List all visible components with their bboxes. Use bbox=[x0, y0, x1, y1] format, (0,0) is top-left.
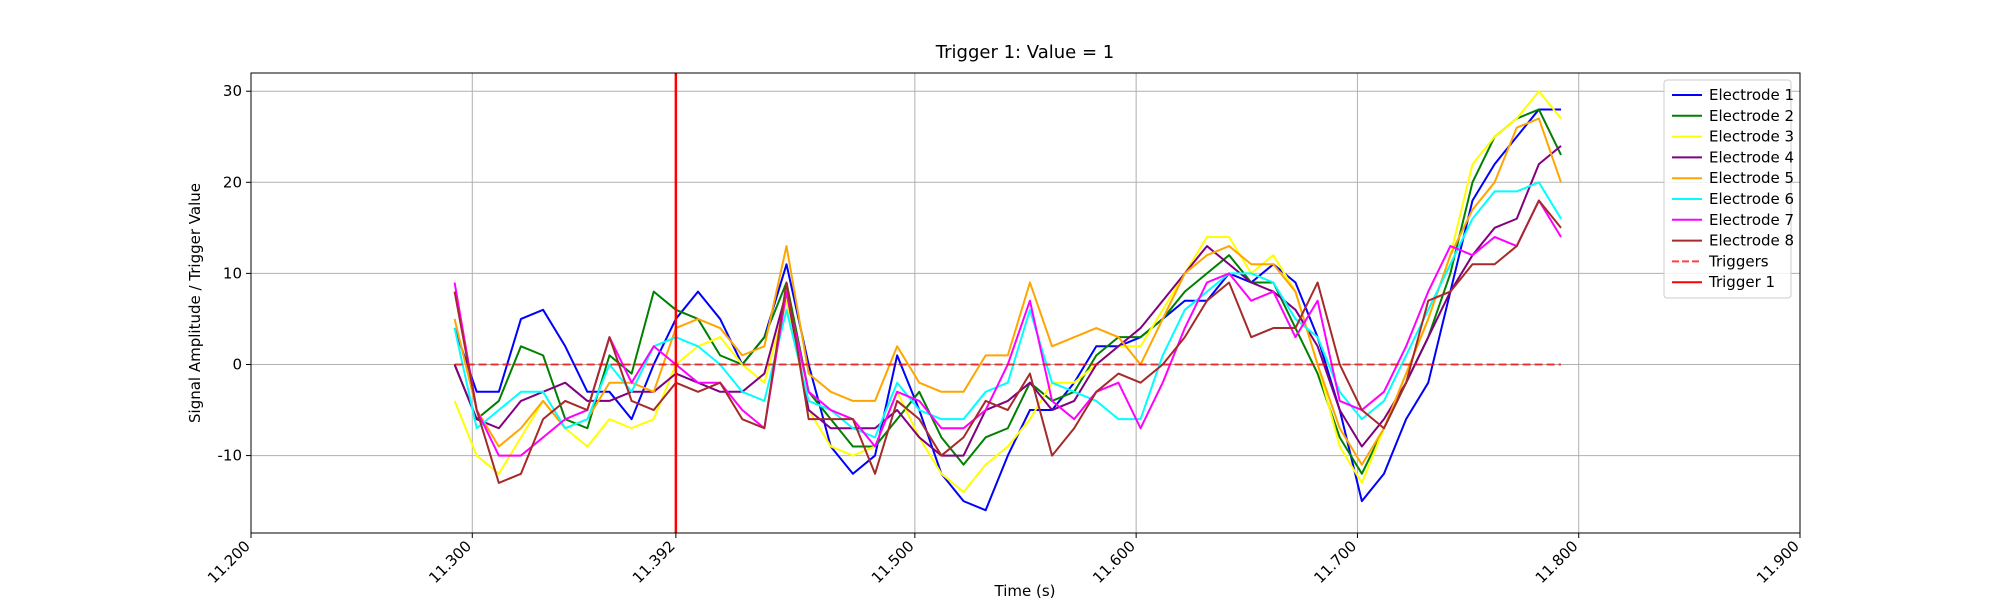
x-tick-label: 11.300 bbox=[425, 537, 475, 587]
x-axis-label: Time (s) bbox=[994, 582, 1056, 600]
y-tick-label: 30 bbox=[223, 82, 242, 100]
legend-label: Triggers bbox=[1708, 252, 1769, 270]
y-axis-label: Signal Amplitude / Trigger Value bbox=[186, 183, 204, 423]
legend-label: Electrode 8 bbox=[1709, 232, 1794, 250]
y-tick-label: 20 bbox=[223, 173, 242, 191]
legend-label: Electrode 4 bbox=[1709, 148, 1794, 166]
x-tick-label: 11.600 bbox=[1089, 537, 1139, 587]
series-line bbox=[453, 145, 1562, 457]
x-tick-label: 11.200 bbox=[204, 537, 254, 587]
legend-label: Electrode 7 bbox=[1709, 211, 1794, 229]
x-tick-label: 11.392 bbox=[629, 537, 679, 587]
y-tick-label: 0 bbox=[232, 355, 242, 373]
series-line bbox=[453, 199, 1562, 457]
legend-label: Electrode 2 bbox=[1709, 107, 1794, 125]
legend: Electrode 1 Electrode 2 Electrode 3 Electro… bbox=[1663, 79, 1794, 299]
x-tick-label: 11.800 bbox=[1532, 537, 1582, 587]
legend-label: Electrode 1 bbox=[1709, 86, 1794, 104]
chart-title: Trigger 1: Value = 1 bbox=[935, 42, 1114, 63]
legend-label: Electrode 3 bbox=[1709, 128, 1794, 146]
plot-frame bbox=[250, 72, 1801, 534]
y-tick-label: -10 bbox=[218, 447, 243, 465]
x-tick-label: 11.900 bbox=[1753, 537, 1803, 587]
legend-label: Trigger 1 bbox=[1708, 273, 1775, 291]
legend-label: Electrode 5 bbox=[1709, 169, 1794, 187]
legend-box bbox=[1663, 79, 1792, 299]
x-tick-label: 11.500 bbox=[868, 537, 918, 587]
series-line bbox=[453, 181, 1562, 439]
legend-label: Electrode 6 bbox=[1709, 190, 1794, 208]
series-line bbox=[453, 90, 1562, 494]
series-line bbox=[453, 117, 1562, 466]
x-tick-label: 11.700 bbox=[1310, 537, 1360, 587]
series-line bbox=[453, 108, 1562, 512]
y-tick-label: 10 bbox=[223, 264, 242, 282]
series-line bbox=[453, 199, 1562, 484]
series-line bbox=[453, 108, 1562, 475]
